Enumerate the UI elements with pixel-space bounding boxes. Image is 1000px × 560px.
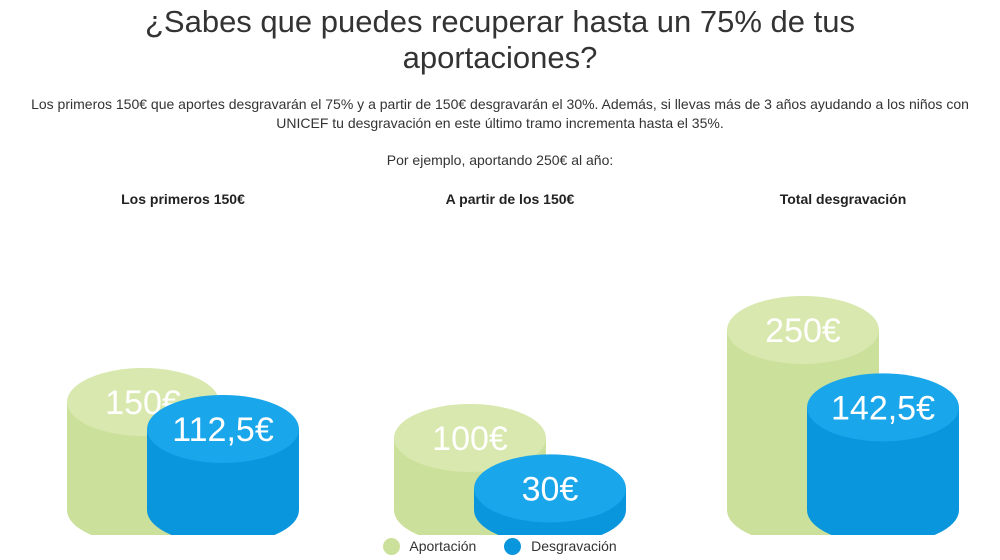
intro-text: Los primeros 150€ que aportes desgravará… [31, 96, 969, 131]
page-title-line-1: ¿Sabes que puedes recuperar hasta un 75%… [144, 4, 856, 39]
legend-item-aportacion: Aportación [383, 538, 476, 556]
legend: Aportación Desgravación [0, 538, 1000, 556]
cylinder-desgravacion-2-top [474, 454, 626, 523]
legend-swatch-aportacion [383, 538, 401, 556]
cylinder-desgravacion-3: 142,5€ [807, 373, 959, 535]
cylinder-desgravacion-1: 112,5€ [147, 395, 299, 535]
cylinder-desgravacion-2-label: 30€ [522, 470, 579, 508]
cylinder-desgravacion-2: 30€ [474, 454, 626, 535]
category-heading-1: Los primeros 150€ [121, 191, 245, 207]
cylinder-aportacion-2-label: 100€ [432, 420, 508, 458]
legend-label-desgravacion: Desgravación [531, 538, 617, 555]
cylinder-desgravacion-1-top [147, 395, 299, 463]
cylinder-aportacion-3-label: 250€ [765, 312, 841, 350]
cylinder-desgravacion-1-label: 112,5€ [172, 411, 274, 449]
page-title-line-2: aportaciones? [402, 40, 598, 75]
cylinder-chart: Los primeros 150€150€112,5€A partir de l… [67, 191, 959, 535]
legend-label-aportacion: Aportación [409, 538, 477, 555]
cylinder-aportacion-2-top [394, 404, 546, 472]
cylinder-desgravacion-3-label: 142,5€ [831, 389, 935, 427]
cylinder-desgravacion-3-body [807, 407, 959, 535]
category-heading-2: A partir de los 150€ [446, 191, 575, 207]
cylinder-aportacion-3-top [727, 296, 879, 364]
category-heading-3: Total desgravación [780, 191, 907, 207]
page-title: ¿Sabes que puedes recuperar hasta un 75%… [0, 4, 1000, 76]
legend-item-desgravacion: Desgravación [504, 538, 617, 556]
cylinder-desgravacion-3-top [807, 373, 959, 442]
legend-swatch-desgravacion [504, 538, 522, 556]
example-text: Por ejemplo, aportando 250€ al año: [386, 152, 614, 168]
